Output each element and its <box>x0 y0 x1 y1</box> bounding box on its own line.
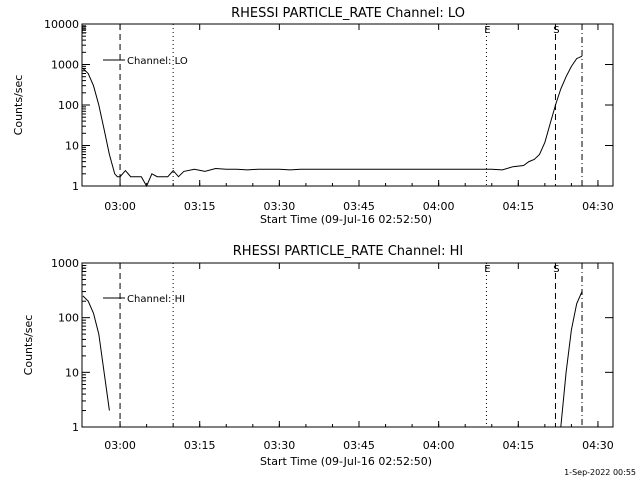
y-tick-label: 100 <box>58 312 79 325</box>
y-tick-labels: 1 10 100 1000 10000 <box>44 18 613 193</box>
y-tick-labels: 1 10 100 1000 <box>51 257 613 434</box>
event-marker-label: E <box>484 264 490 275</box>
y-tick-label: 10 <box>65 366 79 379</box>
x-tick-label: 04:00 <box>423 200 455 213</box>
x-tick-label: 03:30 <box>264 200 296 213</box>
x-axis-label: Start Time (09-Jul-16 02:52:50) <box>260 213 432 226</box>
series-line <box>82 295 110 411</box>
series-line <box>82 55 583 188</box>
series-line <box>560 291 583 428</box>
chart-panel-hi: RHESSI PARTICLE_RATE Channel: HI Counts/… <box>22 244 614 468</box>
y-tick-label: 10000 <box>44 18 79 31</box>
x-tick-label: 04:30 <box>582 200 614 213</box>
data-series <box>82 55 583 188</box>
x-axis-label: Start Time (09-Jul-16 02:52:50) <box>260 455 432 468</box>
legend-label: Channel: LO <box>127 56 188 67</box>
y-tick-label: 100 <box>58 99 79 112</box>
legend-label: Channel: HI <box>127 294 185 305</box>
x-tick-label: 03:45 <box>343 439 375 452</box>
x-tick-label: 03:45 <box>343 200 375 213</box>
x-tick-label: 04:15 <box>502 200 534 213</box>
x-tick-labels: 03:00 03:15 03:30 03:45 04:00 04:15 04:30 <box>104 263 614 452</box>
event-marker-label: E <box>484 25 490 36</box>
event-marker-label: S <box>553 264 559 275</box>
plot-frame <box>81 262 614 428</box>
x-tick-labels: 03:00 03:15 03:30 03:45 04:00 04:15 04:30 <box>104 24 614 213</box>
data-series <box>82 291 583 428</box>
y-tick-label: 10 <box>65 140 79 153</box>
legend: Channel: LO <box>103 56 188 67</box>
chart-title: RHESSI PARTICLE_RATE Channel: LO <box>231 6 465 21</box>
x-tick-label: 03:00 <box>104 200 136 213</box>
x-tick-label: 04:00 <box>423 439 455 452</box>
chart-title: RHESSI PARTICLE_RATE Channel: HI <box>233 244 463 259</box>
event-marker-label: E <box>81 264 87 275</box>
y-axis-label: Counts/sec <box>12 75 25 136</box>
x-tick-label: 04:30 <box>582 439 614 452</box>
x-tick-label: 03:15 <box>184 439 216 452</box>
x-tick-label: 03:15 <box>184 200 216 213</box>
event-marker-label: E <box>81 25 87 36</box>
x-tick-label: 04:15 <box>502 439 534 452</box>
plot-frame <box>81 23 614 187</box>
legend: Channel: HI <box>103 294 185 305</box>
y-tick-label: 1 <box>72 180 79 193</box>
y-tick-label: 1 <box>72 421 79 434</box>
footer-timestamp: 1-Sep-2022 00:55 <box>564 468 636 477</box>
y-tick-label: 1000 <box>51 59 79 72</box>
x-tick-label: 03:00 <box>104 439 136 452</box>
y-axis-label: Counts/sec <box>22 315 35 376</box>
chart-panel-lo: RHESSI PARTICLE_RATE Channel: LO Counts/… <box>12 6 614 226</box>
y-tick-label: 1000 <box>51 257 79 270</box>
x-tick-label: 03:30 <box>264 439 296 452</box>
event-marker-label: S <box>553 25 559 36</box>
